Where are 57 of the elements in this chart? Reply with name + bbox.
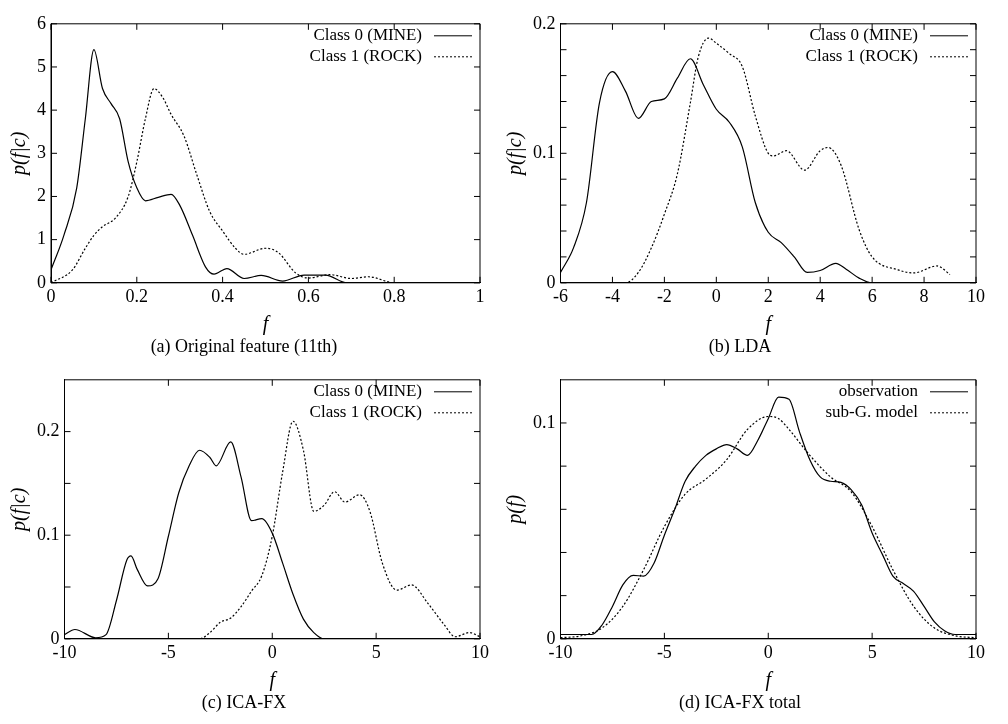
legend-label: Class 1 (ROCK) [309, 402, 422, 422]
x-tick-label: 5 [371, 642, 381, 663]
x-tick-label: 10 [471, 642, 489, 663]
y-axis-title: p(f|c) [7, 487, 31, 533]
x-axis-title: f [765, 311, 774, 335]
legend-label: Class 1 (ROCK) [805, 46, 918, 66]
legend-label: observation [838, 381, 919, 401]
y-tick-label: 0 [50, 627, 60, 648]
x-tick-label: -5 [160, 642, 176, 663]
text: (b) LDA [708, 335, 772, 357]
x-tick-label: 0.4 [211, 286, 234, 307]
x-tick-label: 10 [967, 642, 985, 663]
y-axis-title: p(f) [503, 494, 527, 526]
y-tick-label: 2 [37, 185, 46, 206]
x-tick-label: -5 [656, 642, 672, 663]
x-tick-label: 0 [711, 286, 721, 307]
y-tick-label: 0.2 [533, 12, 556, 33]
y-tick-label: 0 [546, 627, 556, 648]
y-axis-title: p(f|c) [503, 131, 527, 177]
legend-label: Class 0 (MINE) [313, 25, 422, 45]
text: (d) ICA-FX total [679, 691, 801, 713]
x-tick-label: -2 [656, 286, 672, 307]
legend-label: sub-G. model [825, 402, 919, 422]
x-tick-label: 4 [815, 286, 825, 307]
x-tick-label: 0 [763, 642, 773, 663]
x-tick-label: 2 [763, 286, 773, 307]
text: (c) ICA-FX [201, 691, 287, 713]
y-tick-label: 0.2 [37, 420, 60, 441]
y-tick-label: 0.1 [533, 411, 556, 432]
x-tick-label: -4 [604, 286, 620, 307]
x-axis-title: f [765, 667, 774, 691]
x-tick-label: 0 [267, 642, 277, 663]
y-axis-title: p(f|c) [7, 131, 31, 177]
legend-label: Class 0 (MINE) [809, 25, 918, 45]
y-tick-label: 4 [37, 98, 46, 119]
x-tick-label: 1 [475, 286, 485, 307]
x-tick-label: 0.2 [125, 286, 149, 307]
x-axis-title: f [262, 311, 271, 335]
y-tick-label: 0 [546, 271, 556, 292]
x-tick-label: 0.6 [297, 286, 320, 307]
y-tick-label: 0.1 [533, 142, 556, 163]
y-tick-label: 5 [37, 55, 46, 76]
x-axis-title: f [269, 667, 278, 691]
x-tick-label: 8 [919, 286, 929, 307]
y-tick-label: 6 [37, 12, 46, 33]
text: (a) Original feature (11th) [150, 335, 338, 357]
legend-label: Class 0 (MINE) [313, 381, 422, 401]
legend-label: Class 1 (ROCK) [309, 46, 422, 66]
x-tick-label: 5 [867, 642, 877, 663]
x-tick-label: 0.8 [382, 286, 406, 307]
x-tick-label: 6 [867, 286, 877, 307]
y-tick-label: 0.1 [37, 523, 60, 544]
y-tick-label: 3 [37, 142, 46, 163]
x-tick-label: -6 [553, 286, 568, 307]
x-tick-label: 10 [967, 286, 985, 307]
y-tick-label: 1 [37, 228, 46, 249]
y-tick-label: 0 [37, 271, 46, 292]
